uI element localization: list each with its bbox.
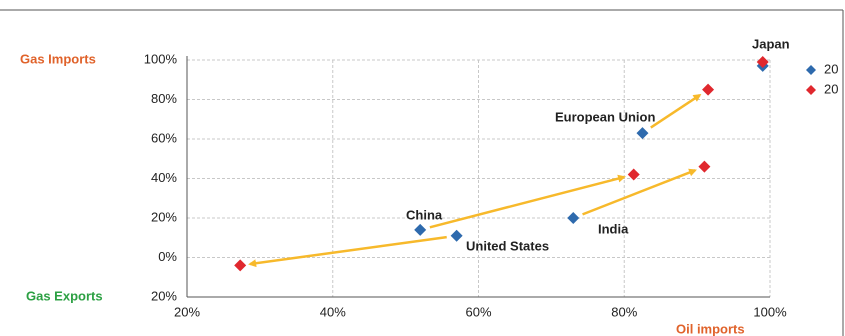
point xyxy=(414,223,427,236)
point xyxy=(567,212,580,224)
y-tick-label: 20% xyxy=(151,288,177,303)
point xyxy=(756,55,769,68)
y-tick-label: 80% xyxy=(151,91,177,106)
legend-marker xyxy=(806,85,816,95)
point xyxy=(627,168,640,181)
point-label: United States xyxy=(466,238,549,253)
point xyxy=(450,229,463,242)
point-label: China xyxy=(406,207,443,222)
arrow xyxy=(650,94,702,129)
gas-imports-label: Gas Imports xyxy=(20,51,96,66)
x-tick-label: 60% xyxy=(465,304,491,319)
point xyxy=(636,127,649,140)
x-tick-label: 100% xyxy=(753,304,787,319)
point xyxy=(702,83,715,96)
x-tick-label: 40% xyxy=(320,304,346,319)
y-tick-label: 40% xyxy=(151,170,177,185)
x-tick-label: 20% xyxy=(174,304,200,319)
point xyxy=(234,259,247,272)
y-tick-label: 0% xyxy=(158,249,177,264)
arrow xyxy=(248,235,447,268)
point xyxy=(698,160,711,173)
legend-label: 20 xyxy=(824,81,838,96)
gas-exports-label: Gas Exports xyxy=(26,288,103,303)
point-label: Japan xyxy=(752,36,790,51)
point-label: India xyxy=(598,221,629,236)
legend-label: 20 xyxy=(824,61,838,76)
x-tick-label: 80% xyxy=(611,304,637,319)
legend-marker xyxy=(806,65,816,75)
arrow xyxy=(429,174,626,229)
x-axis-label: Oil imports xyxy=(676,321,745,336)
point-label: European Union xyxy=(555,109,655,124)
y-tick-label: 60% xyxy=(151,130,177,145)
y-tick-label: 20% xyxy=(151,209,177,224)
y-tick-label: 100% xyxy=(144,51,178,66)
arrow xyxy=(582,168,697,216)
